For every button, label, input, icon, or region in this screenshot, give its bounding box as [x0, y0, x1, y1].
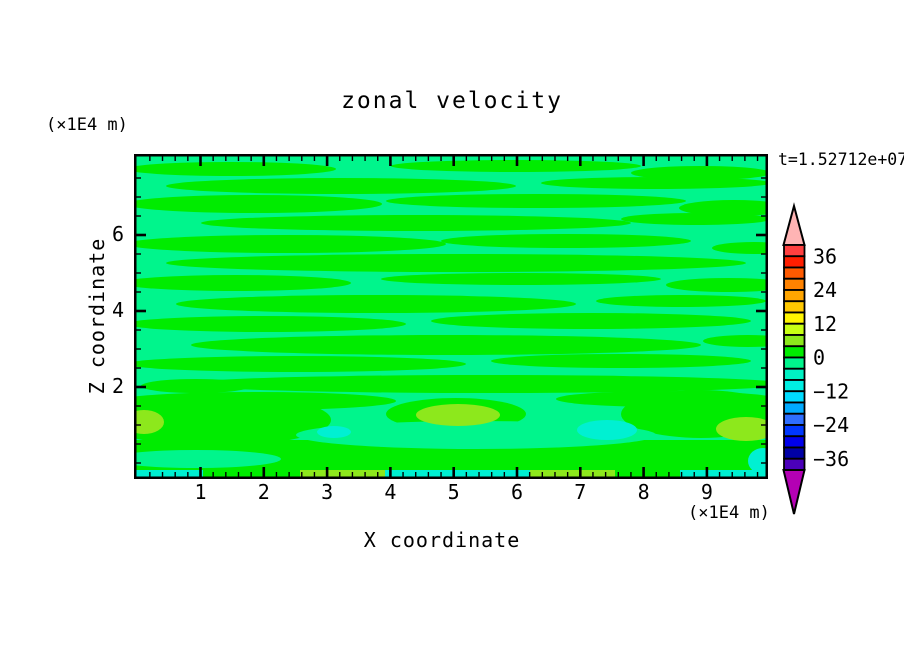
colorbar-tick-label: −12 — [813, 379, 849, 403]
colorbar: 36 24 12 0 −12 −24 −36 — [782, 202, 849, 515]
x-tick-label: 3 — [321, 480, 334, 504]
x-tick-label: 5 — [447, 480, 460, 504]
colorbar-tick-label: 0 — [813, 346, 825, 370]
colorbar-tick-label: 12 — [813, 312, 837, 336]
x-tick-label: 1 — [194, 480, 207, 504]
x-tick-label: 6 — [510, 480, 524, 504]
x-tick-label: 8 — [637, 480, 650, 504]
x-tick-label: 7 — [574, 480, 587, 504]
y-axis-units-label: (×1E4 m) — [46, 115, 128, 135]
x-tick-label: 9 — [700, 480, 713, 504]
y-tick-label: 6 — [111, 222, 124, 246]
colorbar-tick-label: −36 — [813, 447, 849, 471]
contour-plot-canvas — [134, 154, 768, 479]
x-axis-title: X coordinate — [363, 528, 521, 552]
colorbar-tick-label: −24 — [813, 413, 849, 437]
x-axis-units-label: (×1E4 m) — [688, 503, 770, 523]
time-annotation: t=1.52712e+07 — [778, 150, 904, 169]
y-tick-label: 2 — [111, 374, 124, 398]
y-tick-label: 4 — [111, 298, 124, 322]
plot-title: zonal velocity — [341, 88, 563, 114]
colorbar-tick-label: 36 — [813, 244, 837, 268]
colorbar-tick-label: 24 — [813, 278, 837, 302]
x-tick-label: 2 — [257, 480, 270, 504]
x-tick-label: 4 — [384, 480, 397, 504]
